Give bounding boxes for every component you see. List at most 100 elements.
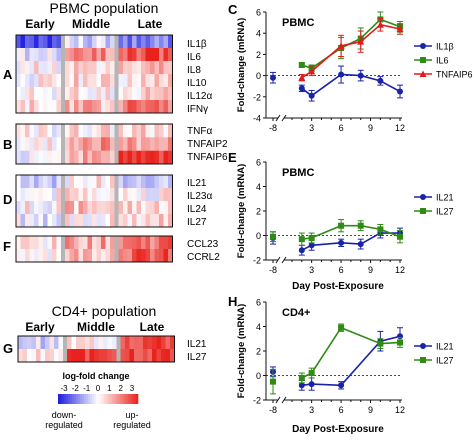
heatmap-cell xyxy=(145,100,151,114)
data-point xyxy=(298,382,305,389)
heatmap-cell xyxy=(16,137,21,151)
heatmap-cell xyxy=(92,175,97,189)
heatmap-cell xyxy=(105,175,111,189)
colorbar-segment xyxy=(80,394,83,404)
heatmap-cell xyxy=(92,124,97,138)
heatmap-cell xyxy=(141,249,146,263)
heatmap-cell xyxy=(145,214,151,228)
heatmap-cell xyxy=(25,236,30,250)
heatmap-group-separator xyxy=(61,236,65,262)
heatmap-cell xyxy=(136,236,142,250)
heatmap-cell xyxy=(38,214,44,228)
heatmap-cell xyxy=(159,137,164,151)
heatmap-cell xyxy=(16,61,21,75)
heatmap-cell xyxy=(18,349,23,363)
heatmap-cell xyxy=(123,48,128,62)
heatmap-cell xyxy=(20,100,26,114)
heatmap-cell xyxy=(87,35,93,49)
heatmap-cell xyxy=(96,150,102,165)
heatmap-cell xyxy=(136,150,142,165)
heatmap-cell xyxy=(40,336,46,350)
colorbar-segment xyxy=(98,394,101,404)
x-axis-label: Day Post-Exposure xyxy=(292,424,384,435)
x-tick-label: 6 xyxy=(339,405,344,415)
heatmap-cell xyxy=(56,124,62,138)
heatmap-cell xyxy=(145,201,151,215)
heatmap-cell xyxy=(96,35,102,49)
heatmap-cell xyxy=(69,100,75,114)
heatmap-cell xyxy=(43,87,48,101)
heatmap-cell xyxy=(69,150,75,165)
heatmap-cell xyxy=(47,249,53,263)
heatmap-cell xyxy=(38,124,44,138)
heatmap-cell xyxy=(56,201,62,215)
heatmap-cell xyxy=(123,249,128,263)
data-point xyxy=(298,236,305,243)
heatmap-cell xyxy=(92,150,97,165)
heatmap-cell xyxy=(168,87,173,101)
heatmap-cell xyxy=(154,201,160,215)
colorbar-segment xyxy=(92,394,95,404)
cd4-time-group-middle: Middle xyxy=(77,320,115,334)
heatmap-cell xyxy=(16,175,21,189)
data-point xyxy=(357,38,365,45)
heatmap-cell xyxy=(170,336,175,350)
heatmap-cell xyxy=(29,87,35,101)
heatmap-cell xyxy=(69,35,75,49)
heatmap-cell xyxy=(123,236,128,250)
panel-letter-h: H xyxy=(228,294,237,309)
heatmap-cell xyxy=(58,349,64,363)
heatmap-cell xyxy=(103,349,108,363)
heatmap-cell xyxy=(132,249,137,263)
heatmap-cell xyxy=(65,236,70,250)
heatmap-cell xyxy=(154,100,160,114)
heatmap-cell xyxy=(159,87,164,101)
heatmap-cell xyxy=(110,74,115,88)
heatmap-cell xyxy=(141,175,146,189)
heatmap-cell xyxy=(43,74,48,88)
heatmap-cell xyxy=(52,74,57,88)
heatmap-cell xyxy=(159,48,164,62)
x-tick-label: 9 xyxy=(368,405,373,415)
heatmap-cell xyxy=(74,175,79,189)
heatmap-cell xyxy=(54,349,59,363)
heatmap-cell xyxy=(92,236,97,250)
colorbar-segment xyxy=(70,394,73,404)
time-group-early: Early xyxy=(25,17,55,31)
heatmap-cell xyxy=(127,175,133,189)
series-line-il27 xyxy=(301,326,401,379)
gene-label-il1b: IL1β xyxy=(187,39,207,50)
heatmap-cell xyxy=(141,48,146,62)
heatmap-cell xyxy=(87,87,93,101)
heatmap-cell xyxy=(74,87,79,101)
heatmap-border xyxy=(15,174,173,228)
heatmap-cell xyxy=(163,48,169,62)
data-point xyxy=(308,234,315,241)
heatmap-cell xyxy=(69,175,75,189)
data-point xyxy=(338,71,345,78)
heatmap-cell xyxy=(159,249,164,263)
data-point xyxy=(338,222,345,229)
heatmap-cell xyxy=(118,100,124,114)
heatmap-cell xyxy=(20,61,26,75)
colorbar-segment xyxy=(58,394,61,404)
colorbar-segment xyxy=(100,394,103,404)
heatmap-cell xyxy=(159,188,164,202)
colorbar-segment xyxy=(120,394,123,404)
heatmap-cell xyxy=(163,100,169,114)
legend-marker xyxy=(420,43,426,49)
gene-label-ifng: IFNγ xyxy=(187,104,208,115)
colorbar-segment xyxy=(128,394,131,404)
heatmap-cell xyxy=(87,48,93,62)
heatmap-cell xyxy=(20,137,26,151)
heatmap-cell xyxy=(129,349,135,363)
y-tick-label: 2 xyxy=(256,207,261,217)
heatmap-cell xyxy=(74,35,79,49)
heatmap-cell xyxy=(25,48,30,62)
colorbar-segment xyxy=(118,394,121,404)
heatmap-cell xyxy=(163,87,169,101)
heatmap-cell xyxy=(65,100,70,114)
y-tick-label: 6 xyxy=(256,158,261,168)
